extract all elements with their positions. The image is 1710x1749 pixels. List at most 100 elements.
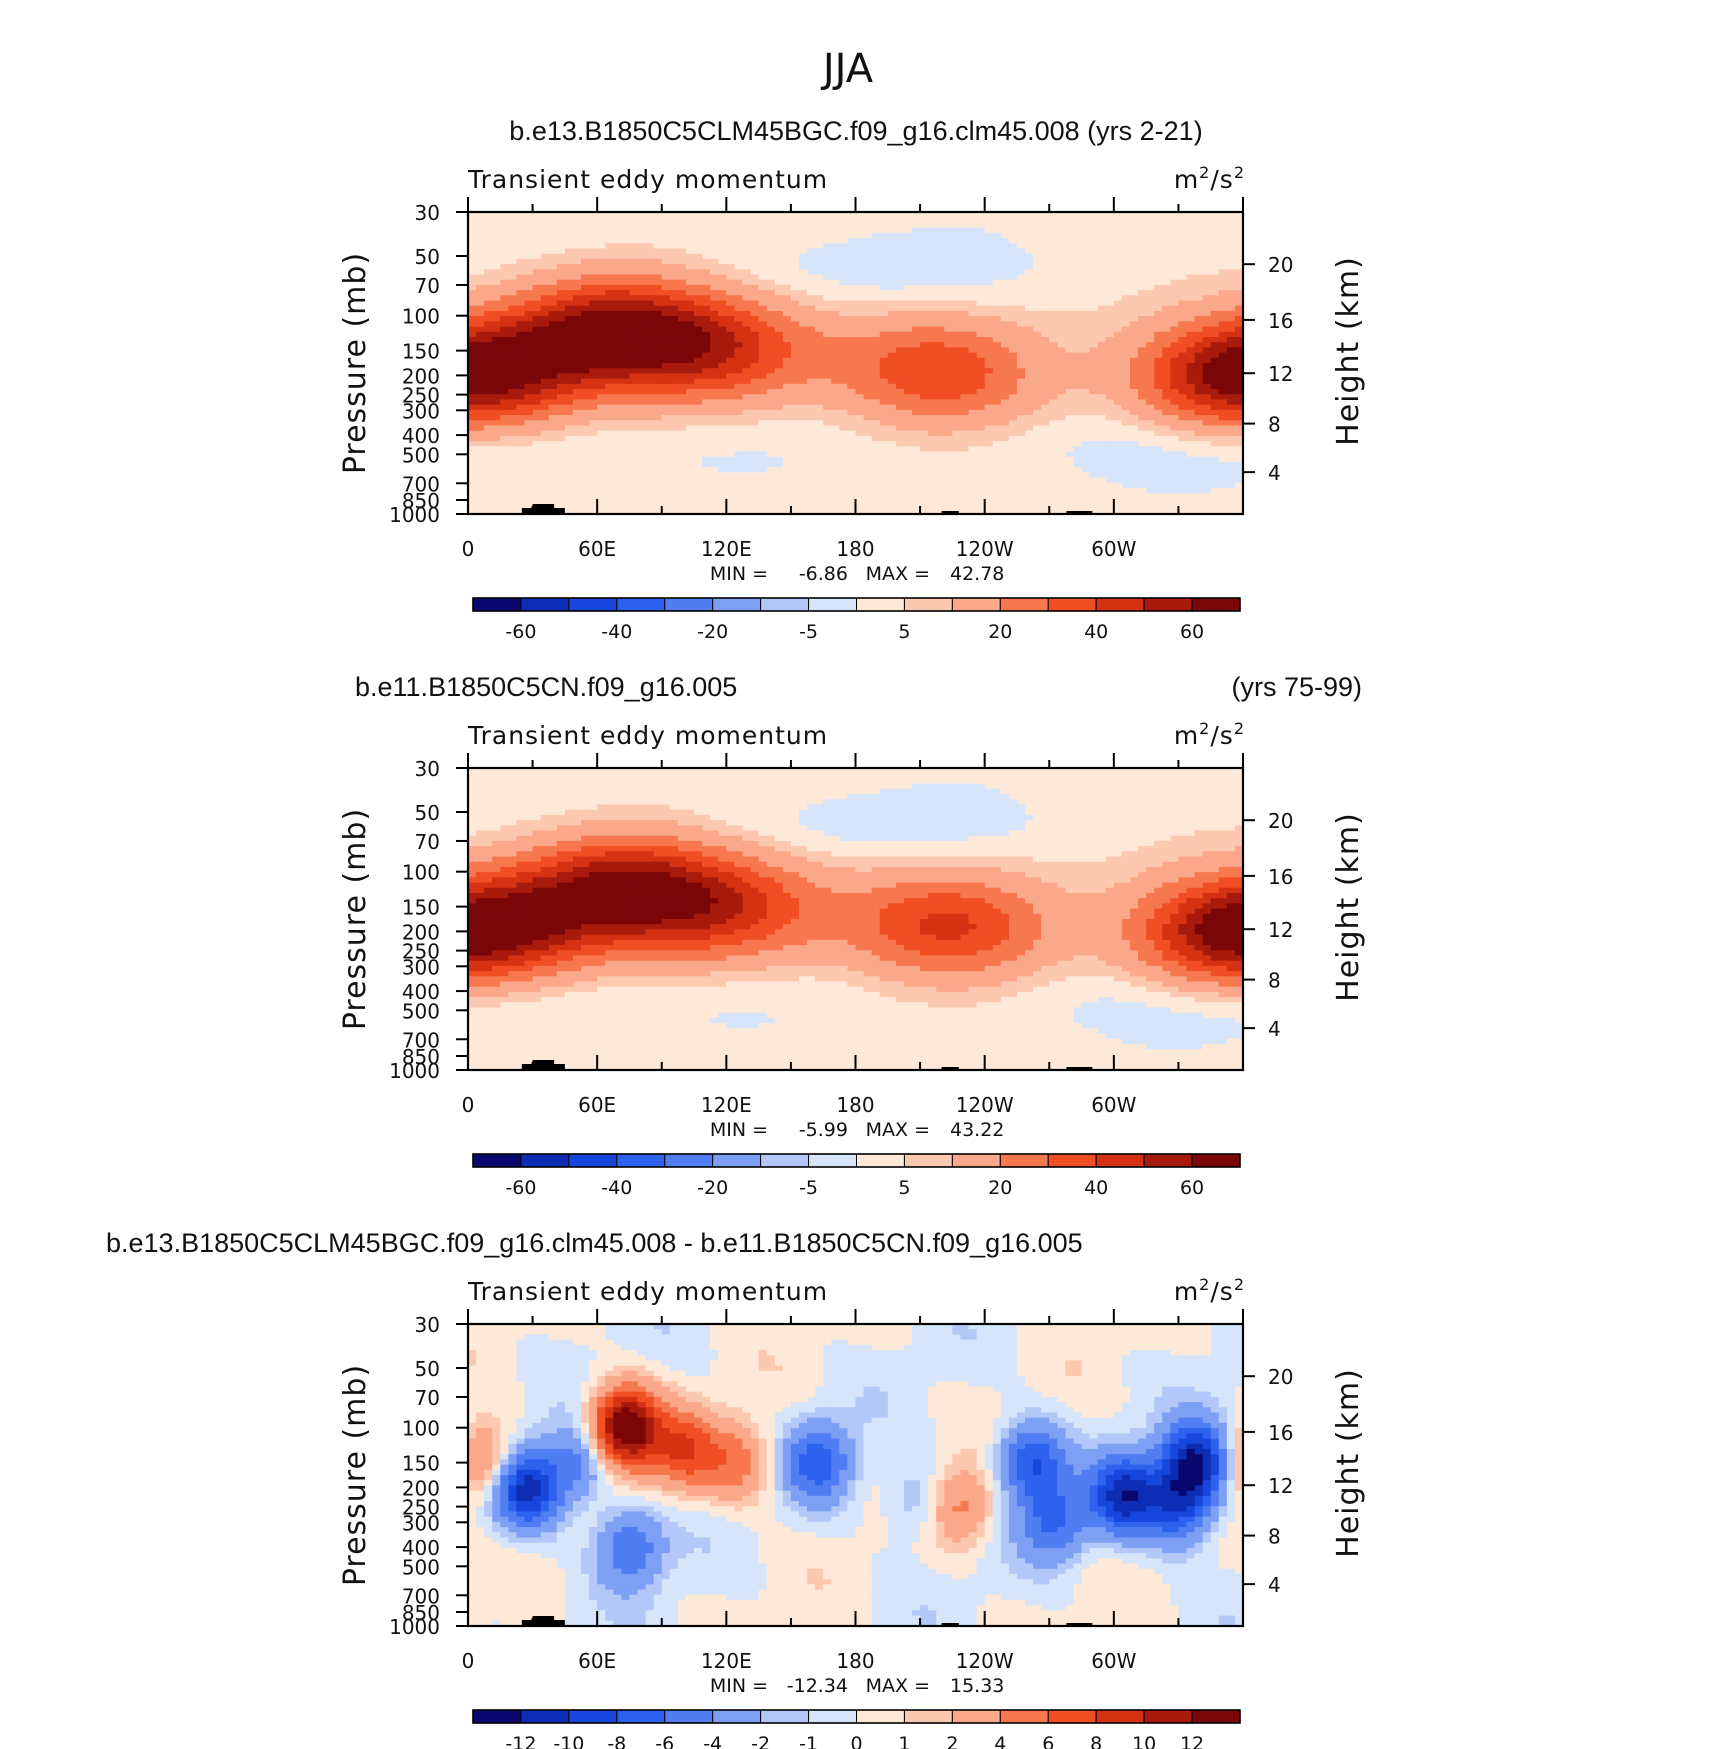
contour-cell bbox=[1170, 274, 1180, 281]
contour-cell bbox=[968, 409, 978, 416]
contour-cell bbox=[1234, 394, 1244, 401]
contour-cell bbox=[920, 342, 929, 348]
contour-cell bbox=[1065, 451, 1075, 458]
contour-cell bbox=[1089, 477, 1099, 484]
contour-cell bbox=[1226, 383, 1236, 390]
contour-cell bbox=[847, 248, 857, 255]
contour-cell bbox=[661, 212, 671, 218]
contour-cell bbox=[1089, 357, 1099, 364]
contour-cell bbox=[1162, 373, 1171, 380]
contour-cell bbox=[855, 305, 865, 312]
contour-cell bbox=[839, 331, 849, 338]
contour-cell bbox=[823, 212, 832, 218]
contour-cell bbox=[1113, 467, 1123, 473]
contour-cell bbox=[492, 383, 501, 390]
contour-cell bbox=[1162, 253, 1171, 260]
contour-cell bbox=[548, 279, 558, 286]
contour-cell bbox=[1186, 336, 1196, 343]
contour-cell bbox=[1008, 352, 1018, 359]
contour-cell bbox=[726, 295, 735, 302]
contour-cell bbox=[702, 373, 711, 380]
contour-cell bbox=[879, 441, 889, 447]
contour-cell bbox=[968, 415, 978, 421]
contour-cell bbox=[1210, 420, 1220, 427]
contour-cell bbox=[871, 378, 881, 385]
contour-cell bbox=[1057, 415, 1066, 421]
contour-cell bbox=[1202, 217, 1212, 224]
contour-cell bbox=[1121, 456, 1131, 463]
contour-cell bbox=[960, 451, 970, 458]
contour-cell bbox=[629, 284, 639, 291]
contour-cell bbox=[524, 352, 534, 359]
contour-cell bbox=[847, 217, 857, 224]
contour-cell bbox=[936, 446, 945, 453]
contour-cell bbox=[1121, 425, 1131, 432]
contour-cell bbox=[895, 435, 905, 442]
contour-cell bbox=[903, 310, 913, 317]
contour-cell bbox=[581, 290, 590, 296]
contour-cell bbox=[508, 274, 518, 281]
contour-cell bbox=[540, 253, 550, 260]
contour-cell bbox=[734, 451, 744, 458]
contour-cell bbox=[702, 451, 711, 458]
contour-cell bbox=[1202, 404, 1212, 411]
contour-cell bbox=[871, 253, 881, 260]
contour-cell bbox=[1186, 352, 1196, 359]
contour-cell bbox=[524, 295, 534, 302]
contour-cell bbox=[1146, 316, 1155, 322]
contour-cell bbox=[839, 430, 849, 437]
contour-cell bbox=[758, 456, 768, 463]
contour-cell bbox=[798, 399, 808, 406]
contour-cell bbox=[1138, 425, 1147, 432]
contour-cell bbox=[629, 394, 639, 401]
contour-cell bbox=[879, 409, 889, 416]
contour-cell bbox=[1178, 284, 1188, 291]
contour-cell bbox=[766, 451, 776, 458]
contour-cell bbox=[968, 300, 978, 307]
contour-cell bbox=[1033, 347, 1042, 354]
contour-cell bbox=[1089, 321, 1099, 328]
contour-cell bbox=[1049, 352, 1058, 359]
contour-cell bbox=[863, 477, 873, 484]
contour-cell bbox=[661, 394, 671, 401]
contour-cell bbox=[1162, 248, 1171, 255]
contour-cell bbox=[476, 373, 485, 380]
contour-cell bbox=[798, 389, 808, 395]
contour-cell bbox=[968, 232, 978, 239]
contour-cell bbox=[774, 415, 784, 421]
contour-cell bbox=[1113, 394, 1123, 401]
contour-cell bbox=[1138, 248, 1147, 255]
contour-cell bbox=[1033, 274, 1042, 281]
contour-cell bbox=[1081, 461, 1091, 468]
contour-cell bbox=[484, 238, 493, 244]
contour-cell bbox=[492, 420, 501, 427]
contour-cell bbox=[790, 316, 800, 322]
contour-cell bbox=[1218, 284, 1228, 291]
contour-cell bbox=[548, 347, 558, 354]
contour-cell bbox=[1008, 279, 1018, 286]
contour-cell bbox=[548, 222, 558, 229]
contour-cell bbox=[524, 310, 534, 317]
contour-cell bbox=[516, 472, 526, 479]
contour-cell bbox=[1129, 253, 1139, 260]
contour-cell bbox=[694, 326, 703, 333]
contour-cell bbox=[532, 357, 542, 364]
contour-cell bbox=[1146, 352, 1155, 359]
contour-cell bbox=[750, 425, 760, 432]
contour-cell bbox=[944, 316, 953, 322]
contour-cell bbox=[1186, 477, 1196, 484]
contour-cell bbox=[484, 472, 493, 479]
contour-cell bbox=[1194, 435, 1204, 442]
contour-cell bbox=[1234, 305, 1244, 312]
contour-cell bbox=[476, 461, 485, 468]
contour-cell bbox=[629, 326, 639, 333]
contour-cell bbox=[895, 326, 905, 333]
contour-cell bbox=[589, 232, 598, 239]
contour-cell bbox=[839, 310, 849, 317]
contour-cell bbox=[1146, 284, 1155, 291]
contour-cell bbox=[589, 274, 598, 281]
contour-cell bbox=[839, 451, 849, 458]
contour-cell bbox=[1210, 253, 1220, 260]
contour-cell bbox=[1008, 347, 1018, 354]
contour-cell bbox=[734, 378, 744, 385]
